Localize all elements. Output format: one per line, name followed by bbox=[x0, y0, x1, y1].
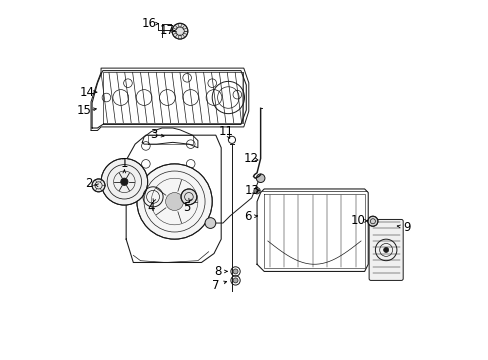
Circle shape bbox=[137, 164, 212, 239]
Text: 15: 15 bbox=[76, 104, 91, 117]
Circle shape bbox=[233, 269, 238, 274]
Circle shape bbox=[253, 188, 260, 194]
Circle shape bbox=[204, 218, 215, 228]
Circle shape bbox=[233, 278, 238, 283]
Text: 12: 12 bbox=[243, 152, 258, 165]
Text: 13: 13 bbox=[244, 184, 259, 197]
Circle shape bbox=[101, 158, 147, 205]
Circle shape bbox=[172, 23, 187, 39]
Text: 4: 4 bbox=[147, 201, 155, 214]
Circle shape bbox=[256, 174, 264, 183]
Text: 16: 16 bbox=[141, 17, 156, 30]
Text: 7: 7 bbox=[212, 279, 219, 292]
Text: 9: 9 bbox=[402, 221, 409, 234]
Circle shape bbox=[181, 189, 196, 205]
Text: 8: 8 bbox=[213, 265, 221, 278]
Text: 3: 3 bbox=[150, 128, 158, 141]
Text: 2: 2 bbox=[84, 177, 92, 190]
Circle shape bbox=[92, 179, 105, 192]
Text: 14: 14 bbox=[80, 86, 95, 99]
Text: 10: 10 bbox=[350, 215, 365, 228]
Text: 5: 5 bbox=[183, 201, 190, 214]
FancyBboxPatch shape bbox=[368, 220, 403, 280]
Circle shape bbox=[121, 178, 128, 185]
Text: 17: 17 bbox=[160, 24, 175, 37]
Text: 11: 11 bbox=[218, 125, 233, 138]
Text: 1: 1 bbox=[121, 157, 128, 170]
Circle shape bbox=[383, 247, 388, 252]
Text: 6: 6 bbox=[244, 211, 251, 224]
Circle shape bbox=[367, 216, 377, 226]
Circle shape bbox=[165, 193, 183, 211]
